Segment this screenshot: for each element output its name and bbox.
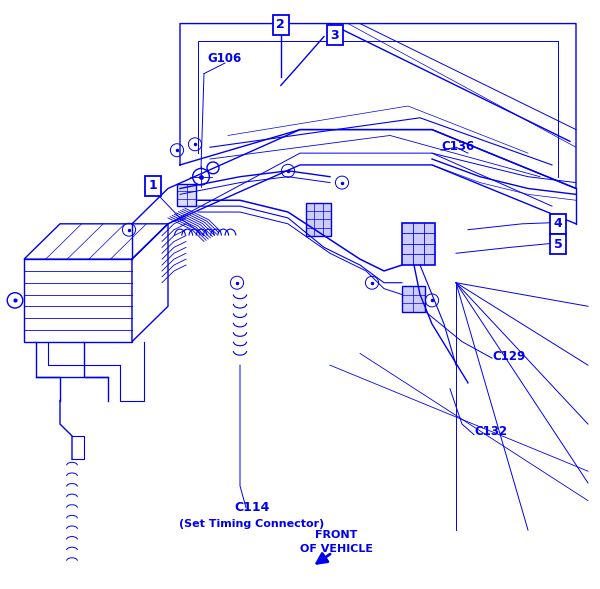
Text: 1: 1 (149, 179, 157, 192)
Text: FRONT: FRONT (315, 530, 357, 540)
Bar (177, 184, 196, 206)
Text: C129: C129 (492, 350, 525, 363)
Polygon shape (24, 259, 132, 342)
Text: G106: G106 (208, 52, 242, 65)
Bar (402, 286, 425, 312)
Text: 5: 5 (554, 238, 562, 251)
Text: 3: 3 (331, 29, 339, 42)
Text: C136: C136 (441, 140, 474, 153)
Text: (Set Timing Connector): (Set Timing Connector) (179, 519, 325, 529)
Text: C114: C114 (235, 501, 269, 514)
Text: 2: 2 (277, 18, 285, 31)
Bar (402, 223, 435, 265)
Polygon shape (24, 224, 168, 259)
Text: C132: C132 (474, 425, 507, 438)
Bar (306, 203, 331, 236)
Text: 4: 4 (554, 217, 562, 230)
Text: OF VEHICLE: OF VEHICLE (299, 544, 373, 554)
Polygon shape (132, 224, 168, 342)
